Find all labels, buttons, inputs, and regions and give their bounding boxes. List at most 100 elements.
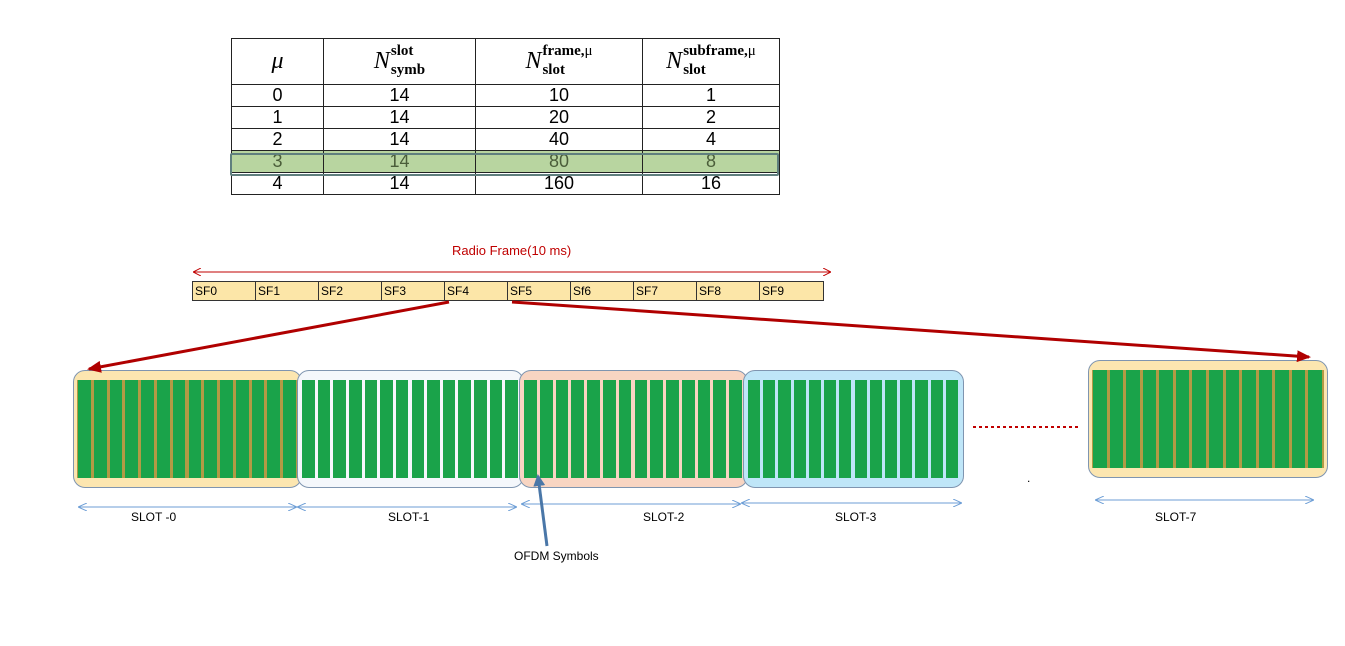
table-cell: 40 <box>475 128 643 151</box>
table-cell: 4 <box>231 172 324 195</box>
ofdm-symbol-bar <box>317 380 331 478</box>
ofdm-symbol-bar <box>302 380 315 478</box>
ofdm-symbol-bar <box>458 380 472 478</box>
ofdm-symbols-label: OFDM Symbols <box>514 549 599 563</box>
table-row: 4 14 160 16 <box>231 172 780 195</box>
ofdm-symbol-bar <box>1242 370 1256 468</box>
slot-box <box>1088 360 1328 478</box>
ofdm-symbol-bar <box>915 380 928 478</box>
header-sup-mu: μ <box>584 43 593 60</box>
ofdm-symbol-bar <box>884 380 898 478</box>
ofdm-symbol-bar <box>109 380 123 478</box>
header-n-symbol: N <box>666 47 683 74</box>
ofdm-symbol-bar <box>220 380 233 478</box>
ofdm-symbol-bar <box>869 380 882 478</box>
subframe-cell: SF1 <box>256 282 319 300</box>
ofdm-symbol-bar <box>442 380 456 478</box>
ofdm-symbol-bar <box>1175 370 1190 468</box>
slot-label: SLOT-3 <box>835 510 877 524</box>
ofdm-symbol-bar <box>945 380 958 478</box>
ofdm-symbol-bar <box>283 380 296 478</box>
ofdm-symbol-bar <box>1142 370 1157 468</box>
table-cell: 14 <box>323 172 476 195</box>
header-n-symbol: N <box>373 47 390 74</box>
subframe-cell: SF9 <box>760 282 823 300</box>
header-mu: μ <box>231 38 324 85</box>
ofdm-symbol-bar <box>348 380 362 478</box>
ofdm-symbol-bar <box>634 380 648 478</box>
header-sup: slot <box>390 43 414 60</box>
ofdm-symbol-bar <box>854 380 867 478</box>
ofdm-symbol-bar <box>427 380 440 478</box>
ofdm-symbol-bar <box>489 380 503 478</box>
ofdm-symbol-bar <box>474 380 487 478</box>
ofdm-symbol-bar <box>808 380 822 478</box>
header-sup: subframe, <box>683 43 748 60</box>
ofdm-symbol-group <box>1092 370 1324 468</box>
ofdm-symbol-bar <box>172 380 186 478</box>
ofdm-symbol-bar <box>364 380 378 478</box>
ofdm-symbol-group <box>747 380 960 478</box>
ofdm-symbol-bar <box>524 380 537 478</box>
ofdm-pointer-arrow <box>533 474 549 547</box>
ofdm-symbol-bar <box>1126 370 1140 468</box>
slot-label: SLOT-7 <box>1155 510 1197 524</box>
ofdm-symbol-bar <box>778 380 791 478</box>
ofdm-symbol-bar <box>411 380 425 478</box>
ofdm-symbol-bar <box>235 380 249 478</box>
ofdm-symbol-bar <box>713 380 727 478</box>
ofdm-symbol-bar <box>1275 370 1289 468</box>
header-sub: symb <box>390 62 426 79</box>
ofdm-symbol-bar <box>395 380 409 478</box>
ofdm-symbol-bar <box>333 380 346 478</box>
ofdm-symbol-bar <box>681 380 695 478</box>
ofdm-symbol-bar <box>156 380 170 478</box>
ofdm-symbol-bar <box>251 380 265 478</box>
ofdm-symbol-bar <box>505 380 518 478</box>
table-cell: 14 <box>323 150 476 173</box>
zoom-arrow-left <box>87 300 450 373</box>
subframe-cell: SF2 <box>319 282 382 300</box>
separator-dot: . <box>1027 471 1031 485</box>
table-row: 1 14 20 2 <box>231 106 780 129</box>
ofdm-symbol-bar <box>555 380 569 478</box>
table-cell: 160 <box>475 172 643 195</box>
ofdm-symbol-bar <box>267 380 281 478</box>
header-sub: slot <box>542 62 565 79</box>
slot-box <box>73 370 302 488</box>
radio-frame-label: Radio Frame(10 ms) <box>452 243 572 258</box>
ofdm-symbol-bar <box>824 380 837 478</box>
header-mu-symbol: μ <box>271 48 284 74</box>
ofdm-symbol-group <box>301 380 520 478</box>
ofdm-symbol-bar <box>141 380 154 478</box>
ofdm-symbol-bar <box>539 380 553 478</box>
ofdm-symbol-bar <box>697 380 711 478</box>
ofdm-symbol-bar <box>587 380 600 478</box>
table-cell: 80 <box>475 150 643 173</box>
subframe-cell: Sf6 <box>571 282 634 300</box>
slot-box <box>743 370 964 488</box>
ofdm-symbol-bar <box>1291 370 1306 468</box>
ofdm-symbol-bar <box>1308 370 1322 468</box>
table-row: 2 14 40 4 <box>231 128 780 151</box>
header-n-symbol: N <box>525 47 542 74</box>
header-sup: frame, <box>542 43 585 60</box>
ofdm-symbol-bar <box>1192 370 1206 468</box>
ofdm-symbol-bar <box>1258 370 1273 468</box>
ofdm-symbol-bar <box>763 380 776 478</box>
ofdm-symbol-bar <box>650 380 664 478</box>
ofdm-symbol-bar <box>1093 370 1107 468</box>
ofdm-symbol-bar <box>602 380 616 478</box>
ofdm-symbol-bar <box>188 380 202 478</box>
subframe-row: SF0 SF1 SF2 SF3 SF4 SF5 Sf6 SF7 SF8 SF9 <box>192 281 824 301</box>
ofdm-symbol-group <box>523 380 744 478</box>
ofdm-symbol-bar <box>930 380 943 478</box>
ofdm-symbol-bar <box>78 380 91 478</box>
subframe-cell: SF3 <box>382 282 445 300</box>
ofdm-symbol-bar <box>1109 370 1124 468</box>
table-cell: 14 <box>323 128 476 151</box>
